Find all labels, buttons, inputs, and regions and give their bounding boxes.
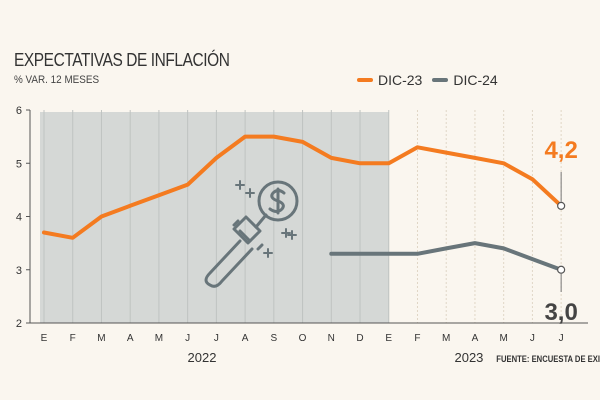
x-tick-label: S [271, 333, 278, 344]
handle-lines [232, 219, 264, 251]
chart-subtitle: % VAR. 12 MESES [14, 74, 100, 86]
legend: DIC-23 DIC-24 [357, 72, 498, 88]
x-tick-label: M [97, 333, 105, 344]
x-tick-label: J [530, 333, 535, 344]
series-line-dic-24 [329, 241, 564, 272]
sparkle-icon [235, 180, 245, 190]
y-tick-label: 6 [16, 105, 22, 117]
legend-swatch-dic23 [357, 78, 373, 82]
x-tick-label: M [500, 333, 508, 344]
year-label: 2023 [454, 350, 483, 365]
y-tick-label: 5 [16, 158, 22, 170]
dollar-sign [268, 187, 286, 215]
x-tick-label: M [442, 333, 450, 344]
x-tick-label: A [472, 333, 479, 344]
handle-ring [232, 215, 262, 245]
x-tick-label: D [356, 333, 363, 344]
x-tick-label: F [70, 333, 76, 344]
end-point-dic-23 [557, 201, 566, 210]
x-tick-label: E [41, 333, 48, 344]
year-label: 2022 [188, 350, 217, 365]
x-tick-label: J [214, 333, 219, 344]
legend-item-dic24: DIC-24 [432, 72, 498, 88]
x-tick-label: J [559, 333, 564, 344]
shaded-region-2022 [40, 112, 389, 323]
handle-body [204, 239, 254, 288]
legend-item-dic23: DIC-23 [357, 72, 422, 88]
magnifying-glass-dollar-icon [204, 180, 299, 288]
end-value-label-dic23: 4,2 [544, 137, 577, 164]
x-tick-label: E [385, 333, 392, 344]
legend-label-dic23: DIC-23 [378, 72, 423, 88]
lens-circle [257, 180, 299, 222]
sparkle-icon [263, 248, 273, 258]
legend-label-dic24: DIC-24 [453, 72, 498, 88]
x-tick-label: A [127, 333, 134, 344]
y-tick-label: 2 [16, 318, 22, 330]
end-value-label-dic24: 3,0 [544, 299, 577, 326]
x-tick-label: F [414, 333, 420, 344]
sparkle-icon [245, 188, 255, 198]
end-point-dic-24 [557, 265, 566, 274]
x-tick-label: J [185, 333, 190, 344]
sparkle-icon [287, 230, 297, 240]
series-line-dic-23 [42, 134, 564, 240]
y-tick-label: 3 [16, 265, 22, 277]
source-note: FUENTE: ENCUESTA DE EXI [496, 354, 600, 364]
x-tick-label: O [299, 333, 307, 344]
lens-neck [254, 213, 268, 229]
x-tick-label: A [242, 333, 249, 344]
legend-swatch-dic24 [432, 78, 449, 82]
sparkle-icon [281, 228, 291, 238]
x-tick-label: N [328, 333, 335, 344]
y-tick-label: 4 [16, 212, 22, 224]
chart-title: EXPECTATIVAS DE INFLACIÓN [14, 50, 230, 70]
x-tick-label: M [155, 333, 163, 344]
